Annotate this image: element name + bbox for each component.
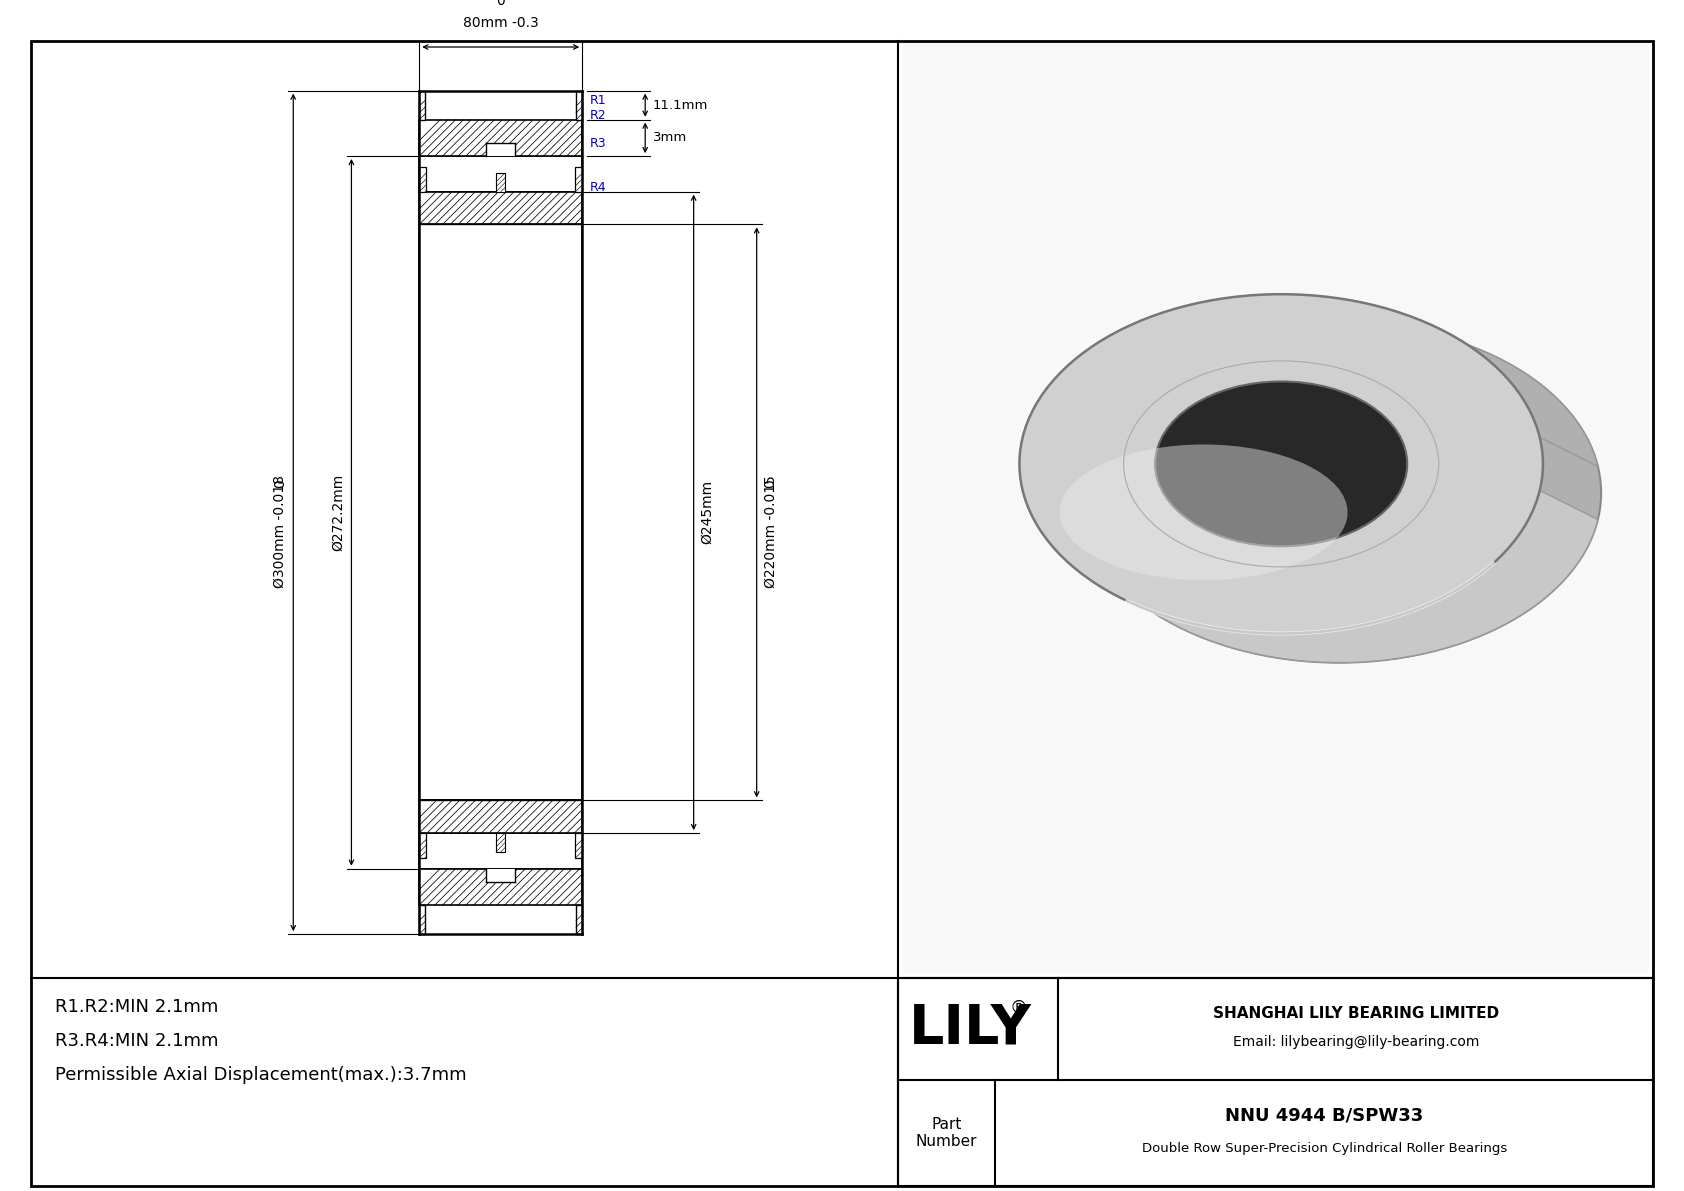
Text: 80mm -0.3: 80mm -0.3 bbox=[463, 15, 539, 30]
Bar bbox=[419, 167, 426, 192]
Bar bbox=[576, 91, 583, 119]
Text: NNU 4944 B/SPW33: NNU 4944 B/SPW33 bbox=[1226, 1106, 1423, 1124]
Bar bbox=[419, 868, 583, 905]
Bar bbox=[419, 192, 583, 224]
Text: SHANGHAI LILY BEARING LIMITED: SHANGHAI LILY BEARING LIMITED bbox=[1212, 1005, 1499, 1021]
Bar bbox=[419, 156, 583, 192]
Bar bbox=[898, 978, 1654, 1186]
Text: 11.1mm: 11.1mm bbox=[653, 99, 709, 112]
Bar bbox=[419, 833, 426, 858]
Text: R3.R4:MIN 2.1mm: R3.R4:MIN 2.1mm bbox=[56, 1031, 219, 1049]
Bar bbox=[576, 833, 583, 858]
Text: Part
Number: Part Number bbox=[916, 1117, 977, 1149]
Bar bbox=[576, 905, 583, 934]
Text: Ø272.2mm: Ø272.2mm bbox=[330, 474, 345, 551]
Text: R1: R1 bbox=[589, 94, 606, 107]
Text: Ø220mm -0.015: Ø220mm -0.015 bbox=[763, 475, 778, 588]
Bar bbox=[497, 833, 505, 852]
Bar bbox=[419, 91, 426, 119]
Bar bbox=[487, 868, 515, 881]
Bar bbox=[419, 119, 583, 156]
Text: 0: 0 bbox=[273, 479, 286, 487]
Text: 0: 0 bbox=[763, 479, 778, 487]
Text: 0: 0 bbox=[497, 0, 505, 8]
Polygon shape bbox=[1022, 491, 1598, 662]
Text: R4: R4 bbox=[589, 181, 606, 194]
Text: 3mm: 3mm bbox=[653, 131, 687, 144]
Text: Permissible Axial Displacement(max.):3.7mm: Permissible Axial Displacement(max.):3.7… bbox=[56, 1066, 466, 1084]
Bar bbox=[419, 224, 583, 800]
Ellipse shape bbox=[1078, 323, 1601, 662]
Text: Double Row Super-Precision Cylindrical Roller Bearings: Double Row Super-Precision Cylindrical R… bbox=[1142, 1142, 1507, 1155]
Bar bbox=[576, 167, 583, 192]
Text: Email: lilybearing@lily-bearing.com: Email: lilybearing@lily-bearing.com bbox=[1233, 1035, 1479, 1049]
Text: LILY: LILY bbox=[909, 1002, 1032, 1055]
Ellipse shape bbox=[1059, 444, 1347, 580]
Ellipse shape bbox=[1212, 411, 1465, 575]
Text: Ø245mm: Ø245mm bbox=[701, 480, 714, 544]
Text: R3: R3 bbox=[589, 137, 606, 150]
Polygon shape bbox=[1157, 381, 1463, 480]
Text: R1.R2:MIN 2.1mm: R1.R2:MIN 2.1mm bbox=[56, 998, 219, 1016]
Bar bbox=[903, 42, 1649, 973]
Bar bbox=[419, 833, 583, 868]
Bar bbox=[419, 905, 426, 934]
Polygon shape bbox=[1022, 294, 1598, 467]
Bar bbox=[497, 173, 505, 192]
Ellipse shape bbox=[1155, 381, 1408, 547]
Bar bbox=[419, 800, 583, 833]
Text: ®: ® bbox=[1010, 998, 1027, 1016]
Text: Ø300mm -0.018: Ø300mm -0.018 bbox=[273, 475, 286, 588]
Ellipse shape bbox=[1019, 294, 1543, 634]
Text: R2: R2 bbox=[589, 110, 606, 123]
Bar bbox=[487, 143, 515, 156]
